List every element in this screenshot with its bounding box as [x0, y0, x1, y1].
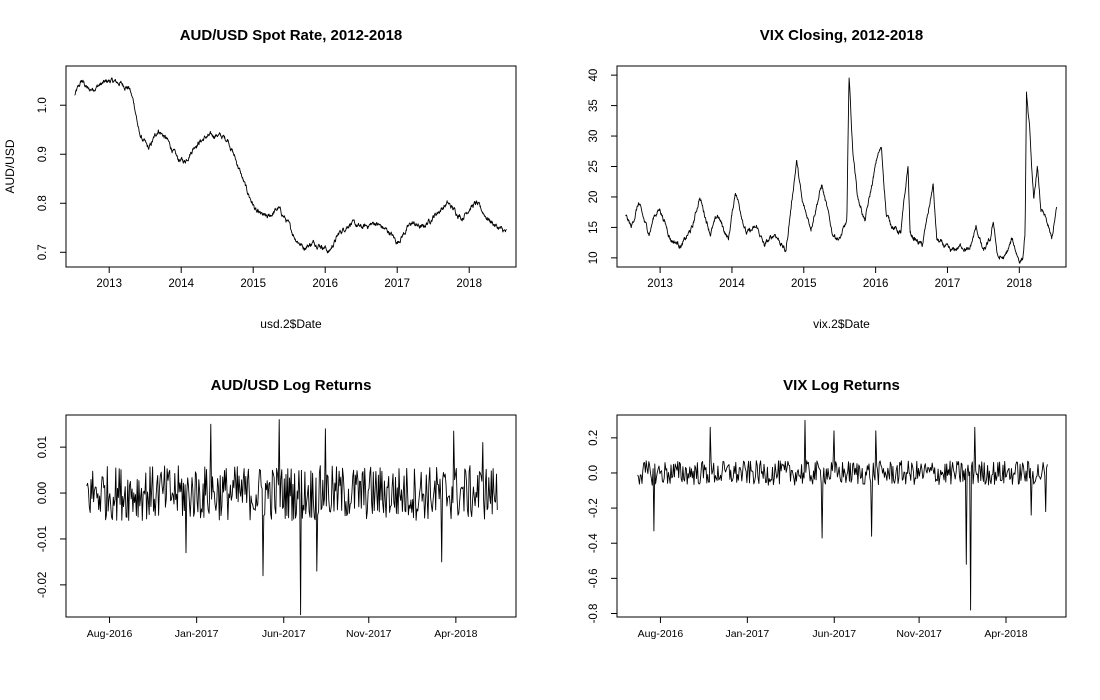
plot-frame — [65, 65, 517, 268]
x-tick-label: Jan-2017 — [175, 628, 219, 640]
series-line — [86, 419, 498, 616]
y-tick-label: -0.6 — [588, 568, 600, 588]
y-tick-label: 15 — [588, 221, 600, 234]
x-tick-label: Apr-2018 — [434, 628, 477, 640]
panel-1: AUD/USD Spot Rate, 2012-2018 2013 2014 2015… — [3, 27, 517, 331]
y-tick-label: 0.00 — [37, 482, 49, 504]
x-tick-label: Jun-2017 — [262, 628, 306, 640]
x-tick-label: 2013 — [647, 278, 673, 290]
x-tick-label: Aug-2016 — [638, 628, 684, 640]
panel-3: AUD/USD Log Returns Aug-2016 Jan-2017 Jun-2… — [37, 377, 517, 640]
y-axis-label: AUD/USD — [3, 139, 17, 193]
plot-frame — [616, 65, 1067, 268]
x-tick-label: 2018 — [1007, 278, 1033, 290]
y-tick-label: 0.8 — [37, 195, 49, 211]
x-tick-label: 2014 — [719, 278, 745, 290]
panel-4: VIX Log Returns Aug-2016 Jan-2017 Jun-2017 N… — [588, 377, 1067, 640]
plot-frame — [65, 414, 517, 618]
y-tick-label: -0.4 — [588, 533, 600, 553]
y-tick-label: 35 — [588, 99, 600, 112]
x-tick-label: 2017 — [384, 278, 410, 290]
chart-title: AUD/USD Spot Rate, 2012-2018 — [180, 27, 403, 44]
y-tick-label: 0.2 — [588, 430, 600, 446]
y-tick-label: 20 — [588, 191, 600, 204]
y-tick-label: -0.8 — [588, 604, 600, 624]
y-tick-label: 30 — [588, 130, 600, 143]
chart-title: VIX Log Returns — [783, 377, 900, 394]
x-tick-label: Aug-2016 — [87, 628, 133, 640]
x-axis-label: usd.2$Date — [260, 317, 322, 331]
y-tick-label: 0.01 — [37, 436, 49, 458]
x-tick-label: Nov-2017 — [346, 628, 392, 640]
x-tick-label: 2018 — [456, 278, 482, 290]
x-tick-label: 2016 — [312, 278, 338, 290]
y-tick-label: 0.7 — [37, 244, 49, 260]
x-tick-label: 2017 — [935, 278, 961, 290]
y-tick-label: 25 — [588, 160, 600, 173]
y-tick-label: 40 — [588, 69, 600, 82]
x-tick-label: Jan-2017 — [725, 628, 769, 640]
y-tick-label: -0.01 — [37, 526, 49, 552]
x-axis-label: vix.2$Date — [813, 317, 870, 331]
x-tick-label: 2013 — [96, 278, 122, 290]
x-tick-label: Apr-2018 — [984, 628, 1027, 640]
series-line — [74, 77, 507, 254]
x-tick-label: 2016 — [863, 278, 889, 290]
chart-title: AUD/USD Log Returns — [211, 377, 372, 394]
y-tick-label: 0.9 — [37, 146, 49, 162]
chart-title: VIX Closing, 2012-2018 — [760, 27, 923, 44]
y-tick-label: -0.02 — [37, 572, 49, 598]
x-tick-label: Nov-2017 — [896, 628, 942, 640]
y-tick-label: 1.0 — [37, 97, 49, 113]
y-tick-label: -0.2 — [588, 498, 600, 518]
x-tick-label: Jun-2017 — [812, 628, 856, 640]
y-tick-label: 0.0 — [588, 465, 600, 481]
x-tick-label: 2014 — [168, 278, 194, 290]
series-line — [625, 77, 1058, 264]
series-line — [637, 419, 1048, 611]
plot-frame — [616, 414, 1067, 618]
x-tick-label: 2015 — [791, 278, 817, 290]
x-tick-label: 2015 — [240, 278, 266, 290]
y-tick-label: 10 — [588, 251, 600, 264]
